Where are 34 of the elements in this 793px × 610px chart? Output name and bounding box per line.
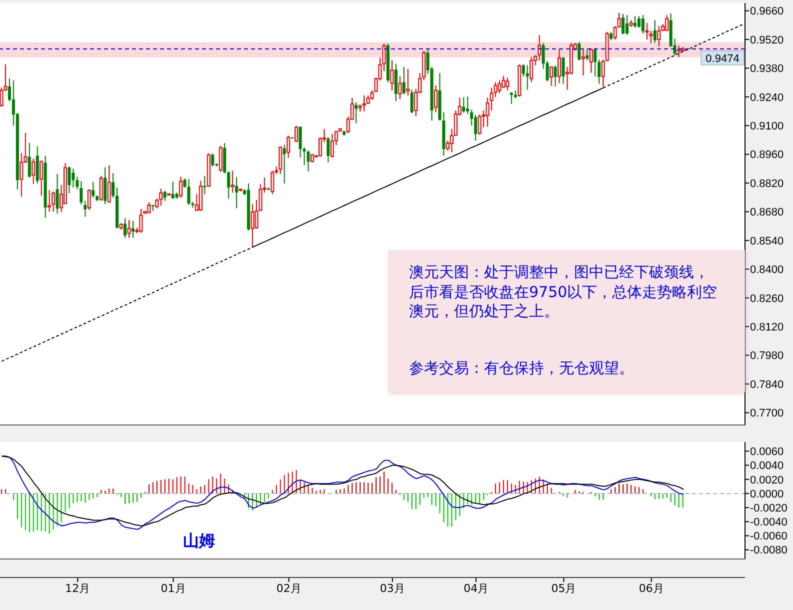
x-tick-label: 06月 [638,582,664,595]
y-tick-label: -0.0020 [750,502,788,514]
y-tick-label: 0.8680 [750,206,784,219]
y-tick-label: 0.0060 [750,446,784,458]
y-tick-label: -0.0040 [750,516,788,529]
y-tick-label: 0.8820 [750,178,784,190]
x-tick-label: 03月 [380,582,405,595]
y-tick-label: 0.8120 [750,321,784,334]
x-tick-label: 02月 [276,582,302,595]
x-tick-label: 01月 [160,582,186,595]
y-tick-label: 0.0000 [750,488,784,500]
annotation: 参考交易：有仓保持，无仓观望。 [409,358,635,378]
y-tick-label: 0.0040 [750,460,784,472]
y-tick-label: 0.0020 [750,474,784,486]
y-tick-label: 0.9520 [750,34,784,46]
x-tick-label: 04月 [464,582,489,595]
y-tick-label: 0.8400 [750,264,784,276]
y-tick-label: 0.8960 [750,149,784,162]
y-tick-label: 0.7840 [750,378,784,391]
y-tick-label: -0.0060 [750,530,788,543]
y-tick-label: 0.7700 [750,408,784,420]
y-tick-label: -0.0080 [750,544,788,557]
annotation: 澳元天图：处于调整中，图中已经下破颈线，后市看是否收盘在9750以下，总体走势略利空澳元，但仍处于之上。 [409,263,718,322]
annotation: 山姆 [183,531,215,551]
x-tick-label: 12月 [65,582,90,595]
y-tick-label: 0.7980 [750,350,784,362]
y-tick-label: 0.9380 [750,63,784,76]
ref-line-label: 0.9474 [706,52,740,65]
y-tick-label: 0.8540 [750,235,784,248]
y-tick-label: 0.9100 [750,120,784,133]
y-tick-label: 0.8260 [750,292,784,305]
y-tick-label: 0.9660 [750,6,784,18]
x-tick-label: 05月 [551,582,576,595]
y-tick-label: 0.9240 [750,92,784,104]
